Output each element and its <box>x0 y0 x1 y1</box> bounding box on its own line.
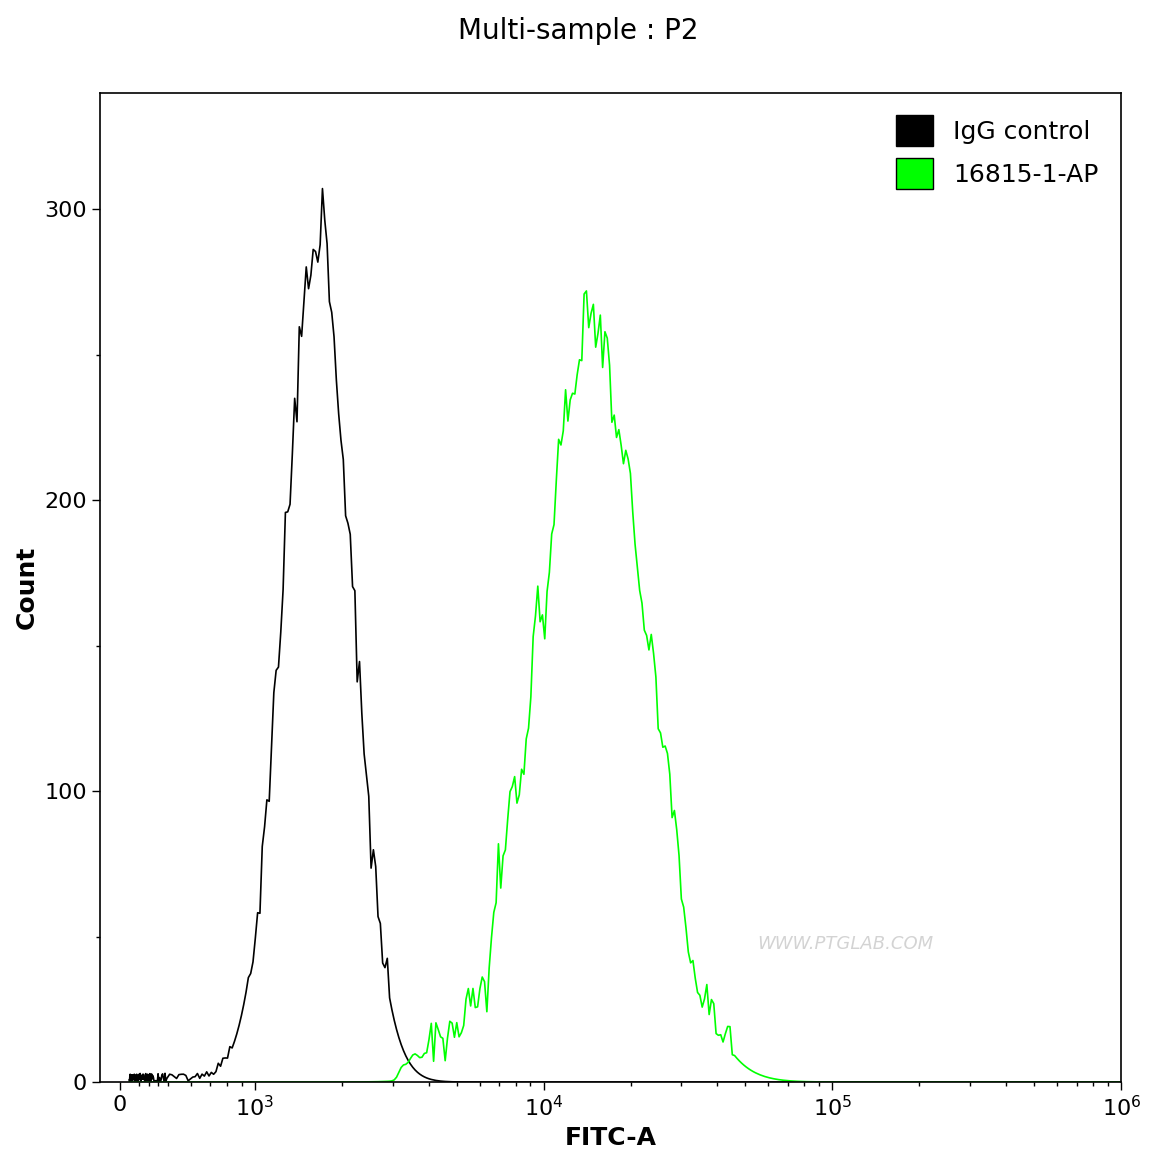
Y-axis label: Count: Count <box>15 546 39 629</box>
Legend: IgG control, 16815-1-AP: IgG control, 16815-1-AP <box>885 106 1109 199</box>
X-axis label: FITC-A: FITC-A <box>565 1127 657 1150</box>
Text: WWW.PTGLAB.COM: WWW.PTGLAB.COM <box>757 934 934 953</box>
Text: Multi-sample : P2: Multi-sample : P2 <box>458 17 698 45</box>
